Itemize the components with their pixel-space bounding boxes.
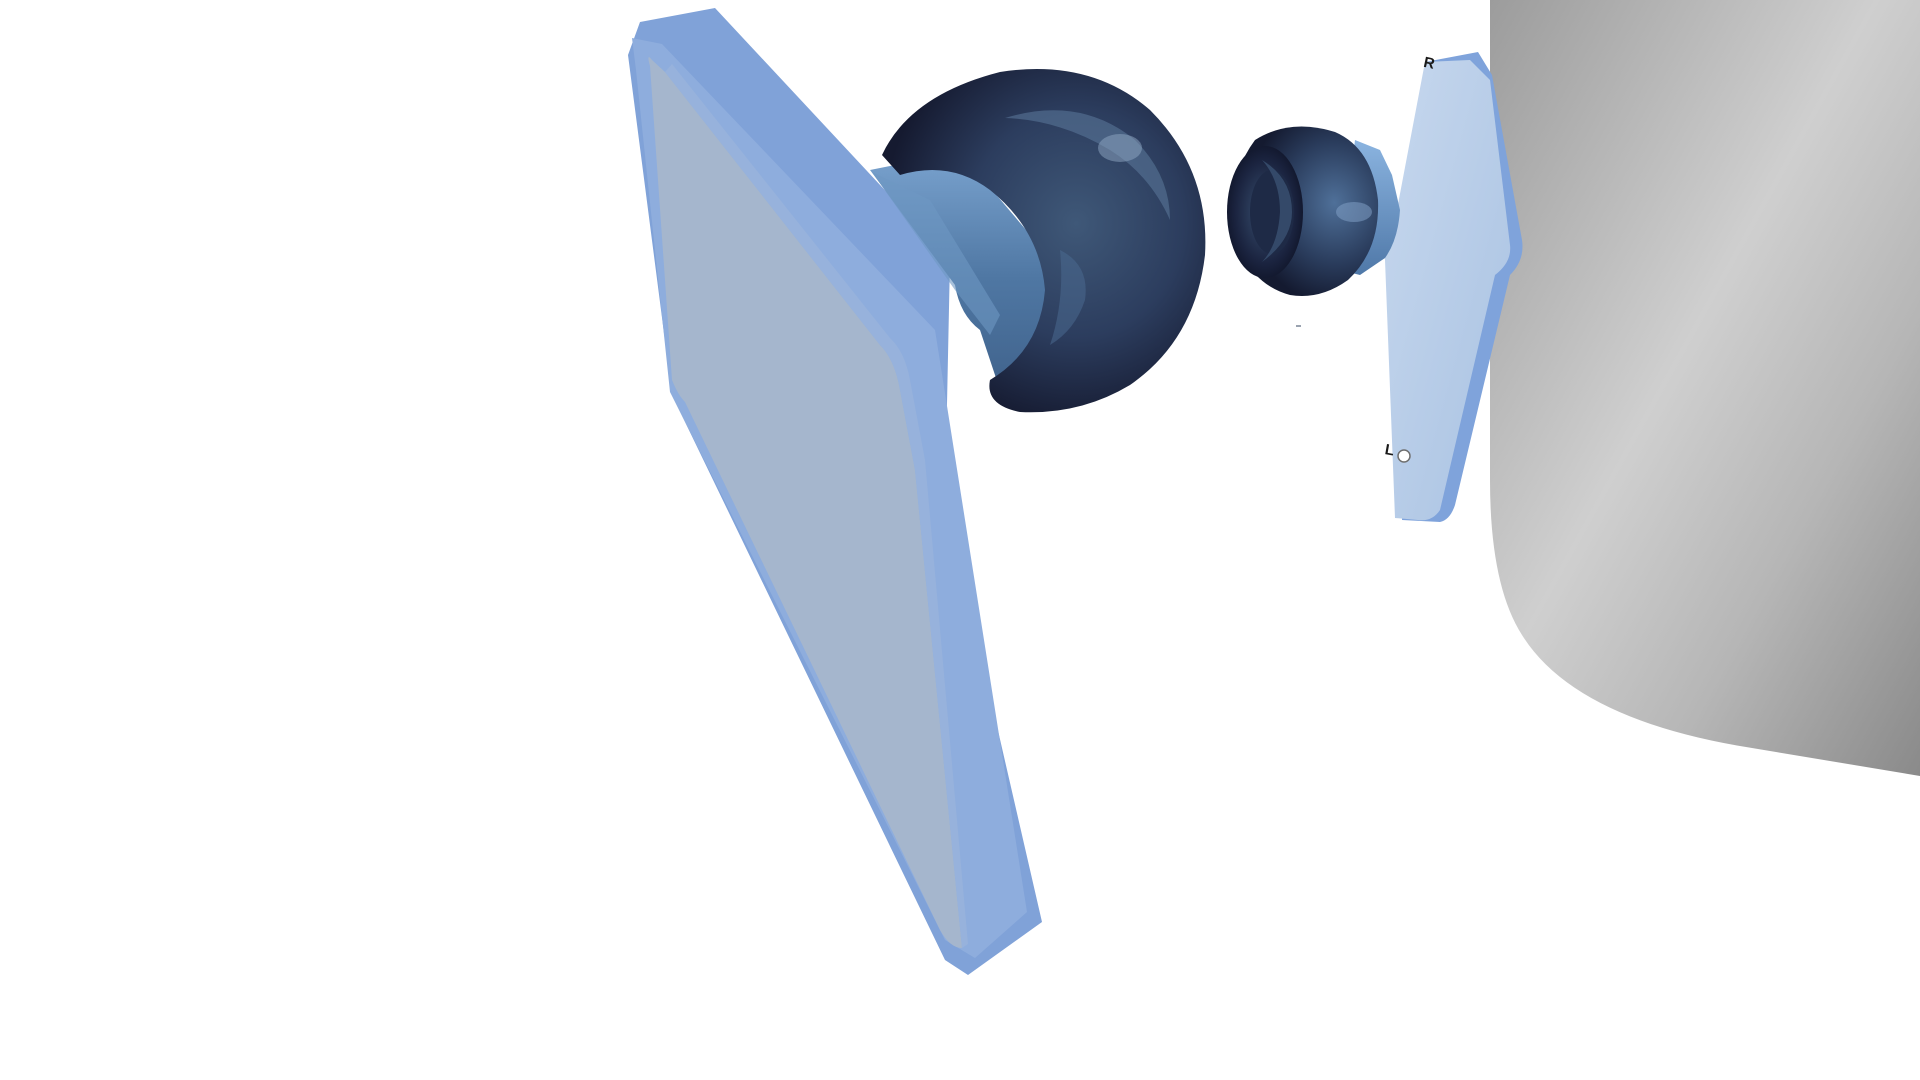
- small-plate-face: [1383, 60, 1511, 521]
- large-panel-face: [648, 57, 962, 949]
- indicator-dot: [1397, 449, 1411, 463]
- speck: [1296, 325, 1301, 327]
- large-ear-tip-assembly: [628, 8, 1206, 975]
- charging-case-housing: [1490, 0, 1920, 776]
- right-side-marking: R: [1422, 54, 1436, 73]
- left-side-marking: L: [1384, 441, 1396, 459]
- small-ear-tip-assembly: R L: [1227, 52, 1523, 522]
